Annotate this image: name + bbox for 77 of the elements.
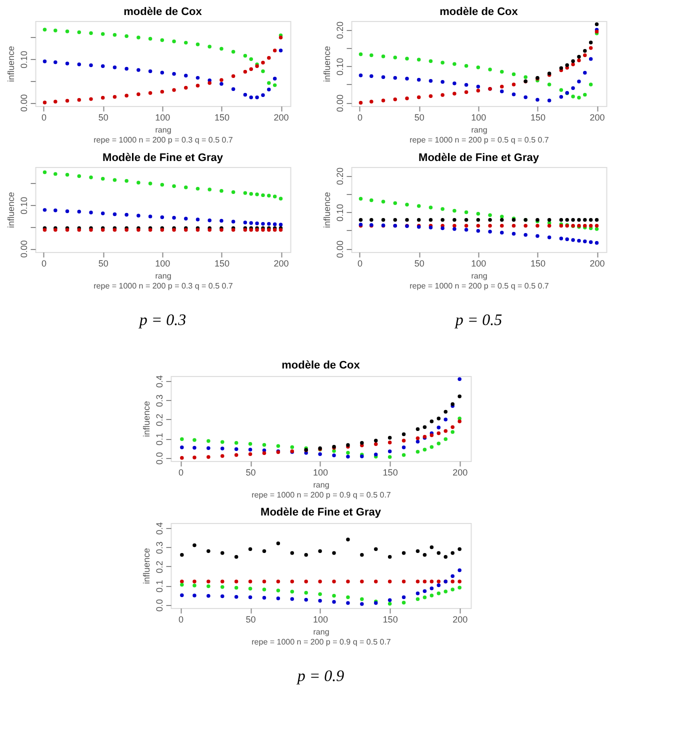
- x-axis-title: rang: [471, 272, 488, 280]
- x-tick-label: 0: [42, 258, 47, 268]
- x-tick-label: 0: [358, 112, 363, 122]
- y-tick-label: 0.00: [334, 240, 345, 258]
- x-tick-label: 50: [98, 258, 108, 268]
- text: repe = 1000 n = 200 p = 0.5 q = 0.5 0.7: [410, 282, 550, 290]
- y-axis-title: influence: [322, 192, 332, 228]
- y-axis-title: influence: [141, 548, 152, 584]
- y-tick-label: 0.10: [334, 204, 345, 222]
- x-tick-label: 100: [155, 112, 170, 122]
- x-tick-label: 200: [452, 614, 468, 624]
- x-tick-label: 150: [214, 112, 230, 122]
- x-tick-label: 100: [313, 614, 328, 624]
- text: repe = 1000 n = 200 p = 0.3 q = 0.5 0.7: [94, 282, 234, 290]
- y-tick-label: 0.0: [154, 599, 164, 612]
- x-axis-title: rang: [313, 480, 330, 490]
- x-tick-label: 200: [452, 468, 468, 478]
- x-tick-label: 200: [274, 258, 289, 268]
- chart-title: modèle de Cox: [282, 360, 361, 372]
- x-tick-label: 50: [414, 112, 424, 122]
- y-tick-label: 0.10: [18, 196, 29, 214]
- y-tick-label: 0.20: [334, 21, 345, 40]
- x-axis-title: rang: [155, 272, 172, 280]
- x-tick-label: 0: [358, 258, 363, 268]
- x-tick-label: 150: [382, 614, 398, 624]
- y-axis-title: influence: [322, 46, 332, 82]
- x-tick-label: 0: [178, 614, 184, 624]
- x-tick-label: 100: [471, 112, 486, 122]
- x-axis-title: rang: [155, 126, 172, 134]
- y-axis-title: influence: [6, 192, 16, 228]
- x-tick-label: 50: [246, 468, 256, 478]
- y-tick-label: 0.2: [154, 560, 164, 574]
- y-tick-label: 0.00: [334, 94, 345, 112]
- x-tick-label: 150: [214, 258, 230, 268]
- y-tick-label: 0.2: [154, 414, 164, 426]
- x-tick-label: 50: [246, 614, 256, 624]
- y-tick-label: 0.3: [154, 541, 164, 554]
- text: repe = 1000 n = 200 p = 0.9 q = 0.5 0.7: [252, 638, 392, 646]
- y-tick-label: 0.00: [18, 94, 29, 112]
- y-tick-label: 0.00: [18, 240, 29, 258]
- y-tick-label: 0.4: [154, 522, 164, 535]
- text: repe = 1000 n = 200 p = 0.3 q = 0.5 0.7: [94, 136, 234, 144]
- y-tick-label: 0.20: [334, 167, 345, 186]
- y-axis-title: influence: [141, 400, 152, 438]
- text: p = 0.9: [296, 668, 344, 685]
- chart-title: Modèle de Fine et Gray: [418, 152, 540, 164]
- x-tick-label: 100: [471, 258, 486, 268]
- chart-title: Modèle de Fine et Gray: [260, 506, 382, 519]
- y-tick-label: 0.10: [18, 50, 29, 68]
- y-axis-title: influence: [6, 46, 16, 82]
- x-tick-label: 100: [155, 258, 170, 268]
- x-tick-label: 100: [313, 468, 328, 478]
- y-tick-label: 0.10: [334, 58, 345, 76]
- text: p = 0.5: [454, 312, 502, 329]
- x-axis-title: rang: [471, 126, 488, 134]
- y-tick-label: 0.1: [154, 432, 164, 446]
- x-tick-label: 0: [178, 468, 184, 478]
- x-tick-label: 0: [42, 112, 47, 122]
- chart-title: Modèle de Fine et Gray: [102, 152, 224, 164]
- x-tick-label: 150: [382, 468, 398, 478]
- x-axis-title: rang: [313, 628, 330, 636]
- x-tick-label: 200: [274, 112, 289, 122]
- x-tick-label: 50: [414, 258, 424, 268]
- text: repe = 1000 n = 200 p = 0.5 q = 0.5 0.7: [410, 136, 550, 144]
- chart-title: modèle de Cox: [124, 6, 203, 18]
- chart-title: modèle de Cox: [440, 6, 519, 18]
- y-tick-label: 0.4: [154, 375, 164, 388]
- x-tick-label: 200: [590, 258, 605, 268]
- text: repe = 1000 n = 200 p = 0.9 q = 0.5 0.7: [252, 490, 392, 500]
- text: p = 0.3: [138, 312, 186, 329]
- x-tick-label: 150: [530, 112, 546, 122]
- y-tick-label: 0.0: [154, 452, 164, 465]
- x-tick-label: 50: [98, 112, 108, 122]
- y-tick-label: 0.1: [154, 580, 164, 592]
- x-tick-label: 150: [530, 258, 546, 268]
- x-tick-label: 200: [590, 112, 605, 122]
- y-tick-label: 0.3: [154, 394, 164, 407]
